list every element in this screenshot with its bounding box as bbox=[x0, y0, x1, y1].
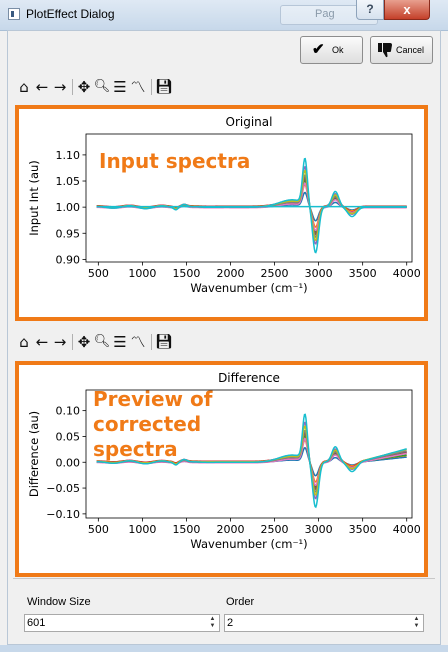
edit-curves-icon[interactable]: 〽 bbox=[130, 78, 146, 96]
y-tick-label: −0.10 bbox=[46, 508, 80, 521]
spin-down-icon[interactable]: ▼ bbox=[209, 623, 216, 629]
order-input[interactable] bbox=[227, 616, 407, 630]
original-chart[interactable]: Original 500 1000 1500 2000 2500 3000 3500 4000 0… bbox=[19, 109, 424, 317]
x-tick-label: 2000 bbox=[216, 523, 244, 536]
window-size-spin-arrows[interactable]: ▲ ▼ bbox=[207, 616, 218, 630]
plot-area-frame bbox=[85, 133, 413, 263]
cancel-button-label: Cancel bbox=[396, 45, 425, 55]
spin-down-icon[interactable]: ▼ bbox=[413, 623, 420, 629]
edit-curves-icon[interactable]: 〽 bbox=[130, 333, 146, 351]
order-label: Order bbox=[226, 596, 255, 608]
back-arrow-icon[interactable]: ← bbox=[33, 332, 51, 352]
y-axis-label: Difference (au) bbox=[27, 411, 41, 497]
x-tick-label: 500 bbox=[88, 267, 109, 280]
home-icon[interactable]: ⌂ bbox=[15, 77, 33, 97]
thumbs-down-icon bbox=[377, 42, 393, 60]
x-tick-label: 500 bbox=[88, 523, 109, 536]
x-tick-label: 3000 bbox=[305, 267, 333, 280]
x-tick-label: 3000 bbox=[305, 523, 333, 536]
chart-title: Original bbox=[226, 115, 273, 129]
configure-subplots-icon[interactable]: ☰ bbox=[111, 332, 129, 352]
y-tick-label: 0.90 bbox=[56, 253, 81, 266]
spin-up-icon[interactable]: ▲ bbox=[209, 616, 216, 622]
window-size-label: Window Size bbox=[27, 596, 91, 608]
toolbar-separator bbox=[72, 334, 73, 350]
y-tick-label: 0.95 bbox=[56, 227, 81, 240]
x-tick-label: 1000 bbox=[128, 267, 156, 280]
y-tick-label: 0.05 bbox=[56, 430, 81, 443]
close-button[interactable]: x bbox=[384, 0, 430, 20]
toolbar-separator bbox=[151, 334, 152, 350]
pan-icon[interactable]: ✥ bbox=[75, 332, 93, 352]
x-tick-label: 2500 bbox=[261, 267, 289, 280]
original-plot-panel: Original 500 1000 1500 2000 2500 3000 3500 4000 0… bbox=[15, 105, 428, 321]
x-tick-label: 3500 bbox=[349, 267, 377, 280]
toolbar-separator bbox=[151, 79, 152, 95]
x-tick-label: 1000 bbox=[128, 523, 156, 536]
window-title: PlotEffect Dialog bbox=[26, 7, 115, 21]
order-spinbox[interactable]: ▲ ▼ bbox=[224, 614, 424, 632]
spin-up-icon[interactable]: ▲ bbox=[413, 616, 420, 622]
window-size-input[interactable] bbox=[27, 616, 203, 630]
window-size-spinbox[interactable]: ▲ ▼ bbox=[24, 614, 220, 632]
y-tick-label: 1.00 bbox=[56, 201, 81, 214]
series-line-4 bbox=[96, 430, 407, 490]
x-tick-label: 2500 bbox=[261, 523, 289, 536]
series-group bbox=[96, 157, 407, 254]
ok-button[interactable]: ✔ Ok bbox=[300, 36, 363, 64]
save-icon[interactable]: 💾︎ bbox=[155, 79, 173, 95]
plot-area-frame bbox=[85, 389, 413, 519]
x-tick-label: 1500 bbox=[172, 267, 200, 280]
x-tick-label: 1500 bbox=[172, 523, 200, 536]
divider bbox=[13, 578, 435, 579]
checkmark-icon: ✔ bbox=[312, 41, 325, 58]
zoom-icon[interactable]: 🔍︎ bbox=[93, 332, 111, 352]
x-tick-label: 4000 bbox=[393, 267, 421, 280]
y-tick-label: 0.00 bbox=[56, 456, 81, 469]
app-icon bbox=[8, 8, 20, 20]
forward-arrow-icon[interactable]: → bbox=[51, 77, 69, 97]
y-tick-label: −0.05 bbox=[46, 482, 80, 495]
order-spin-arrows[interactable]: ▲ ▼ bbox=[411, 616, 422, 630]
x-axis-label: Wavenumber (cm⁻¹) bbox=[190, 537, 307, 551]
home-icon[interactable]: ⌂ bbox=[15, 332, 33, 352]
background-tab-label: Pag bbox=[315, 8, 335, 20]
x-tick-label: 4000 bbox=[393, 523, 421, 536]
chart-title: Difference bbox=[218, 371, 280, 385]
zoom-icon[interactable]: 🔍︎ bbox=[93, 77, 111, 97]
configure-subplots-icon[interactable]: ☰ bbox=[111, 77, 129, 97]
forward-arrow-icon[interactable]: → bbox=[51, 332, 69, 352]
y-tick-label: 1.10 bbox=[56, 149, 81, 162]
ok-button-label: Ok bbox=[332, 45, 344, 55]
difference-plot-panel: Difference 500 1000 1500 2000 2500 3000 3500 400… bbox=[15, 361, 428, 577]
y-tick-label: 1.05 bbox=[56, 175, 81, 188]
save-icon[interactable]: 💾︎ bbox=[155, 334, 173, 350]
series-group bbox=[96, 413, 407, 509]
window-bottom-edge bbox=[0, 645, 448, 652]
x-axis-label: Wavenumber (cm⁻¹) bbox=[190, 281, 307, 295]
title-bar: PlotEffect Dialog Pag ? x bbox=[0, 0, 448, 31]
x-tick-label: 3500 bbox=[349, 523, 377, 536]
cancel-button[interactable]: Cancel bbox=[370, 36, 433, 64]
difference-chart[interactable]: Difference 500 1000 1500 2000 2500 3000 3500 400… bbox=[19, 365, 424, 573]
toolbar-separator bbox=[72, 79, 73, 95]
x-tick-label: 2000 bbox=[216, 267, 244, 280]
background-window-tab: Pag bbox=[280, 5, 378, 25]
y-axis-label: Input Int (au) bbox=[27, 160, 41, 236]
back-arrow-icon[interactable]: ← bbox=[33, 77, 51, 97]
pan-icon[interactable]: ✥ bbox=[75, 77, 93, 97]
series-line-10 bbox=[96, 413, 407, 509]
series-line-4 bbox=[96, 175, 407, 236]
y-tick-label: 0.10 bbox=[56, 405, 81, 418]
help-button[interactable]: ? bbox=[356, 0, 384, 20]
